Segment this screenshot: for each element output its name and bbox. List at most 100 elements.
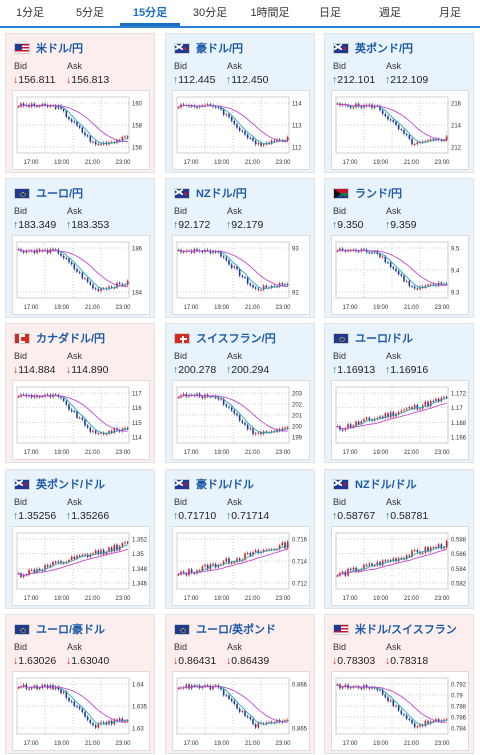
rate-chart[interactable]: 9.5 9.4 9.3 17:00 19:00 21:00 23:00 (331, 235, 469, 315)
tab-6[interactable]: 週足 (379, 7, 401, 19)
candle (94, 725, 97, 728)
y-tick-label: 9.3 (451, 291, 460, 297)
candle (97, 288, 100, 291)
candle (387, 697, 389, 702)
pair-name[interactable]: 豪ドル/ドル (196, 479, 255, 491)
rate-chart[interactable]: 203 202 201 200 199 17:00 19:00 21:00 23:00 (172, 380, 310, 460)
pair-name[interactable]: 英ポンド/円 (355, 43, 414, 55)
x-tick-label: 21:00 (85, 305, 101, 311)
tab-5[interactable]: 日足 (319, 7, 341, 19)
tab-3[interactable]: 30分足 (192, 7, 228, 19)
candle (25, 250, 28, 253)
candle (84, 132, 86, 136)
candle (424, 141, 427, 143)
pair-name[interactable]: ユーロ/円 (36, 188, 84, 200)
rate-card[interactable]: NZドル/円 Bid Ask ↑92.172 ↑92.179 93 92 17:00 19:00… (165, 178, 315, 318)
candle (196, 106, 198, 108)
rate-chart[interactable]: 1.172 1.17 1.168 1.166 17:00 19:00 21:00 23:00 (331, 380, 469, 460)
rate-chart[interactable]: 1.352 1.35 1.348 1.346 17:00 19:00 21:00 23:00 (12, 526, 150, 606)
tab-4[interactable]: 1時間足 (250, 7, 290, 19)
rate-chart[interactable]: 0.792 0.79 0.788 0.786 0.784 17:00 19:00 21:00 2… (331, 671, 469, 751)
rate-chart[interactable]: 114 113 112 17:00 19:00 21:00 23:00 (172, 90, 310, 170)
candle (182, 251, 185, 253)
pair-name[interactable]: 英ポンド/ドル (36, 479, 106, 491)
y-tick-label: 1.35 (132, 552, 144, 558)
pair-name[interactable]: ユーロ/ドル (355, 333, 414, 345)
candle (405, 133, 408, 136)
rate-card[interactable]: ユーロ/英ポンド Bid Ask ↓0.86431 ↓0.86439 0.866 0.865… (165, 614, 315, 754)
tab-2[interactable]: 15分足 (120, 0, 180, 26)
pair-name[interactable]: 米ドル/スイスフラン (355, 624, 457, 636)
rate-card[interactable]: ユーロ/ドル Bid Ask ↑1.16913 ↑1.16916 1.172 1.17 1.1… (324, 323, 474, 463)
candle (198, 570, 201, 572)
candle (278, 429, 281, 431)
rate-chart[interactable]: 117 116 115 114 17:00 19:00 21:00 23:00 (12, 380, 150, 460)
pair-name[interactable]: ユーロ/豪ドル (36, 624, 106, 636)
rate-card[interactable]: 豪ドル/ドル Bid Ask ↑0.71710 ↑0.71714 0.716 0.714 0.… (165, 469, 315, 609)
rate-card[interactable]: NZドル/ドル Bid Ask ↑0.58767 ↑0.58781 0.588 0.586 0… (324, 469, 474, 609)
candle (121, 543, 124, 547)
rate-card[interactable]: ランド/円 Bid Ask ↑9.350 ↑9.359 9.5 9.4 9.3 17:00 19:… (324, 178, 474, 318)
trend-arrow-icon: ↑ (226, 510, 232, 522)
candle (278, 283, 281, 287)
bid-value: ↑1.16913 (332, 364, 376, 376)
pair-name[interactable]: 豪ドル/円 (196, 43, 244, 55)
rate-chart[interactable]: 1.64 1.635 1.63 17:00 19:00 21:00 23:00 (12, 671, 150, 751)
rate-chart[interactable]: 0.716 0.714 0.712 17:00 19:00 21:00 23:00 (172, 526, 310, 606)
rate-card[interactable]: 米ドル/スイスフラン Bid Ask ↓0.78303 ↓0.78318 0.792 0.7… (324, 614, 474, 754)
candle (270, 722, 273, 724)
ma-long-line (178, 686, 288, 723)
tab-1[interactable]: 5分足 (75, 7, 105, 19)
candle (265, 722, 268, 725)
candle (252, 719, 254, 725)
x-tick-label: 17:00 (23, 596, 39, 602)
candle (228, 406, 230, 408)
pair-name[interactable]: カナダドル/円 (36, 333, 106, 345)
candle (236, 124, 238, 128)
ask-value: ↑92.179 (226, 219, 264, 231)
candle (405, 408, 408, 410)
rate-chart[interactable]: 186 184 17:00 19:00 21:00 23:00 (12, 235, 150, 315)
pair-name[interactable]: ランド/円 (355, 188, 403, 200)
trend-arrow-icon: ↑ (13, 510, 19, 522)
card-header: 英ポンド/円 (333, 41, 413, 55)
trend-arrow-icon: ↓ (385, 655, 391, 667)
candle (368, 417, 371, 420)
pair-name[interactable]: スイスフラン/円 (196, 333, 276, 345)
candle (46, 394, 49, 396)
rate-chart[interactable]: 93 92 17:00 19:00 21:00 23:00 (172, 235, 310, 315)
candle (432, 547, 435, 549)
candle (214, 395, 217, 398)
rate-card[interactable]: ユーロ/豪ドル Bid Ask ↓1.63026 ↓1.63040 1.64 1.635 1.… (5, 614, 155, 754)
pair-name[interactable]: NZドル/円 (196, 188, 247, 200)
trend-arrow-icon: ↑ (173, 510, 179, 522)
x-tick-label: 23:00 (275, 305, 291, 311)
flag-gb-jp-icon (333, 42, 349, 54)
rate-card[interactable]: 米ドル/円 Bid Ask ↓156.811 ↓156.813 160 158 156 17:0… (5, 33, 155, 173)
flag-gb-us-icon (14, 478, 30, 490)
rate-card[interactable]: スイスフラン/円 Bid Ask ↑200.278 ↑200.294 203 202 201 2… (165, 323, 315, 463)
rate-card[interactable]: ユーロ/円 Bid Ask ↑183.349 ↑183.353 186 184 17:00 19… (5, 178, 155, 318)
tab-0[interactable]: 1分足 (15, 7, 45, 19)
candle (54, 686, 57, 690)
ma-long-line (337, 684, 447, 723)
rate-chart[interactable]: 0.866 0.865 17:00 19:00 21:00 23:00 (172, 671, 310, 751)
candle (371, 563, 373, 566)
pair-name[interactable]: NZドル/ドル (355, 479, 417, 491)
candle (52, 249, 54, 251)
x-tick-label: 23:00 (275, 160, 291, 166)
pair-name[interactable]: 米ドル/円 (36, 43, 84, 55)
rate-chart[interactable]: 0.588 0.586 0.584 0.582 17:00 19:00 21:00 23:00 (331, 526, 469, 606)
tab-7[interactable]: 月足 (439, 7, 461, 19)
rate-card[interactable]: 英ポンド/円 Bid Ask ↑212.101 ↑212.109 216 214 212 17:… (324, 33, 474, 173)
candle (371, 252, 373, 254)
pair-name[interactable]: ユーロ/英ポンド (196, 624, 277, 636)
rate-chart[interactable]: 160 158 156 17:00 19:00 21:00 23:00 (12, 90, 150, 170)
rate-chart[interactable]: 216 214 212 17:00 19:00 21:00 23:00 (331, 90, 469, 170)
bid-label: Bid (333, 642, 347, 652)
candle (89, 136, 92, 142)
rate-card[interactable]: 英ポンド/ドル Bid Ask ↑1.35256 ↑1.35266 1.352 1.35 1.… (5, 469, 155, 609)
x-tick-label: 19:00 (373, 741, 389, 747)
rate-card[interactable]: 豪ドル/円 Bid Ask ↑112.445 ↑112.450 114 113 112 17:0… (165, 33, 315, 173)
rate-card[interactable]: カナダドル/円 Bid Ask ↓114.884 ↓114.890 117 116 115 11… (5, 323, 155, 463)
